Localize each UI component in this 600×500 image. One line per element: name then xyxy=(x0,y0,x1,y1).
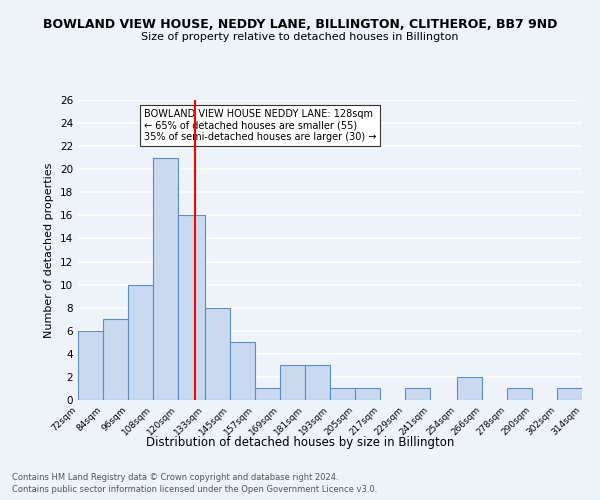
Bar xyxy=(557,388,582,400)
Text: Distribution of detached houses by size in Billington: Distribution of detached houses by size … xyxy=(146,436,454,449)
Bar xyxy=(280,366,305,400)
Bar xyxy=(305,366,330,400)
Bar xyxy=(457,377,482,400)
Bar xyxy=(355,388,380,400)
Bar xyxy=(507,388,532,400)
Bar xyxy=(153,158,178,400)
Bar xyxy=(78,331,103,400)
Bar xyxy=(230,342,255,400)
Text: BOWLAND VIEW HOUSE, NEDDY LANE, BILLINGTON, CLITHEROE, BB7 9ND: BOWLAND VIEW HOUSE, NEDDY LANE, BILLINGT… xyxy=(43,18,557,30)
Bar xyxy=(255,388,280,400)
Bar xyxy=(405,388,430,400)
Bar xyxy=(205,308,230,400)
Bar xyxy=(330,388,355,400)
Bar xyxy=(103,319,128,400)
Text: Size of property relative to detached houses in Billington: Size of property relative to detached ho… xyxy=(141,32,459,42)
Text: Contains HM Land Registry data © Crown copyright and database right 2024.: Contains HM Land Registry data © Crown c… xyxy=(12,472,338,482)
Text: Contains public sector information licensed under the Open Government Licence v3: Contains public sector information licen… xyxy=(12,485,377,494)
Text: BOWLAND VIEW HOUSE NEDDY LANE: 128sqm
← 65% of detached houses are smaller (55)
: BOWLAND VIEW HOUSE NEDDY LANE: 128sqm ← … xyxy=(143,109,376,142)
Bar xyxy=(178,216,205,400)
Y-axis label: Number of detached properties: Number of detached properties xyxy=(44,162,55,338)
Bar xyxy=(128,284,153,400)
